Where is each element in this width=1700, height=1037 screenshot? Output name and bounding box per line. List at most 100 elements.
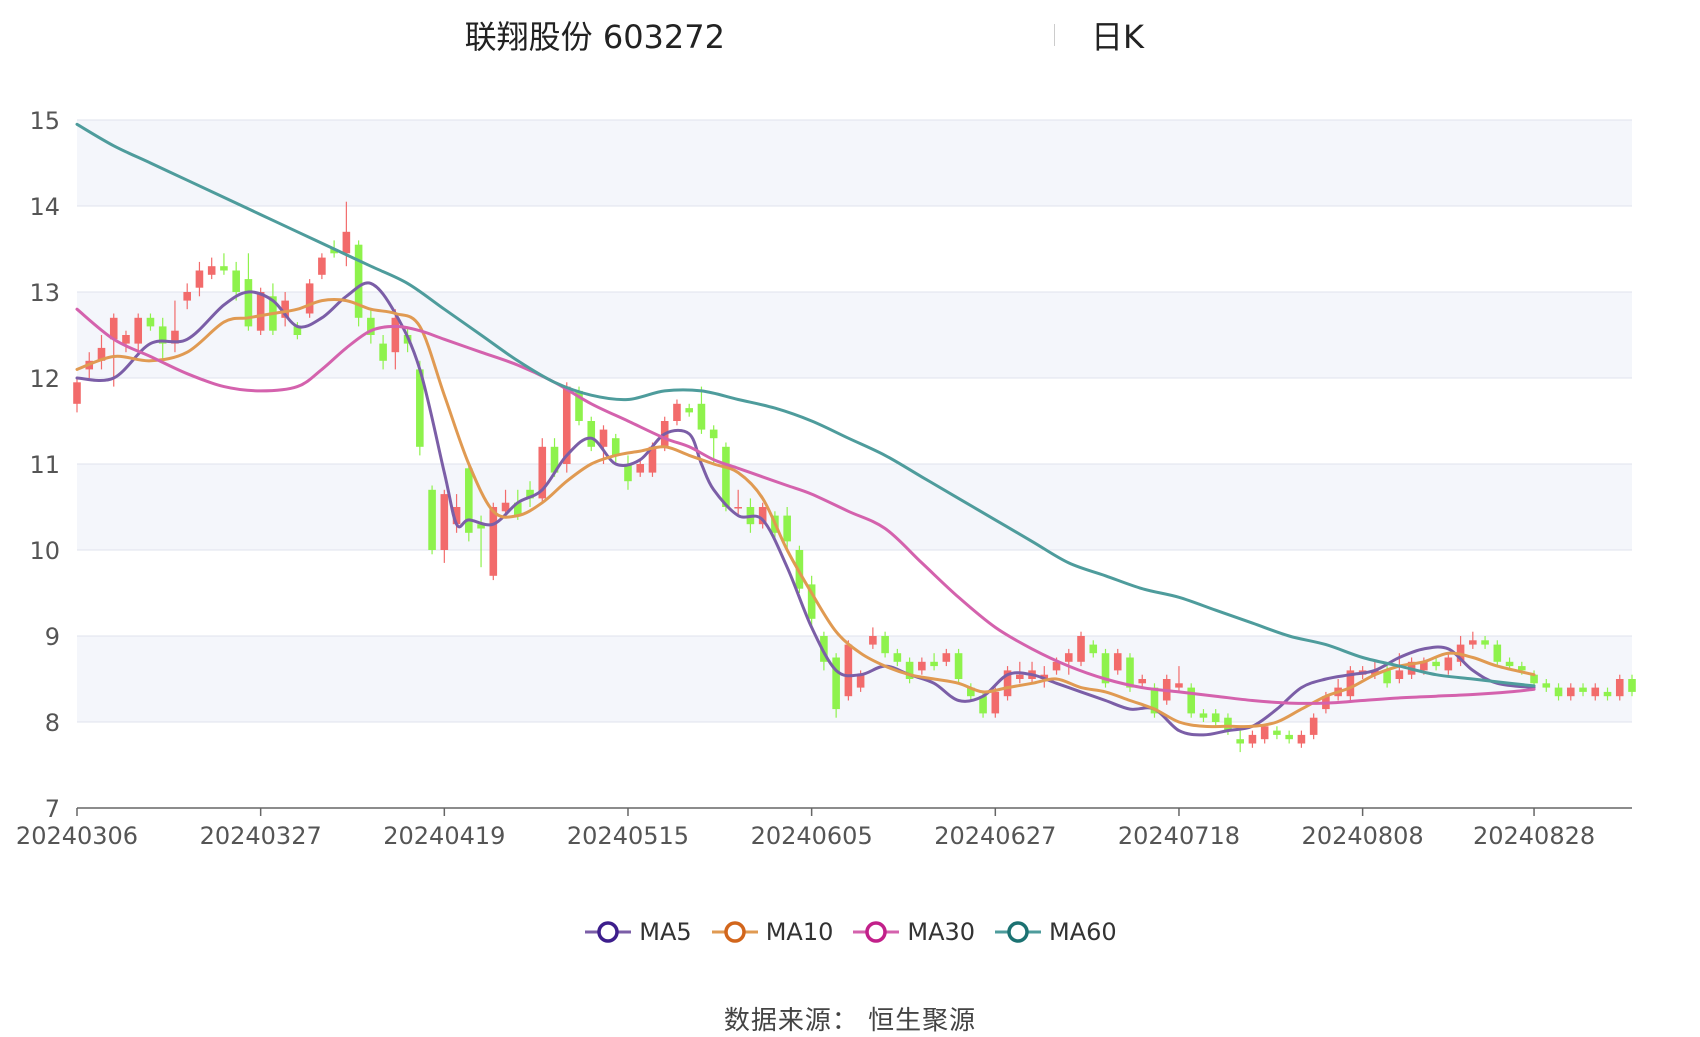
candle (1566, 683, 1575, 701)
candle (1579, 683, 1587, 697)
legend-item-ma10[interactable]: MA10 (710, 918, 833, 946)
candle (1285, 730, 1293, 744)
candle (1309, 713, 1318, 740)
candle (673, 399, 681, 426)
candle (685, 403, 694, 417)
candle-body (1420, 661, 1428, 671)
y-tick-label: 11 (29, 451, 60, 479)
candle (501, 489, 510, 516)
candle (1346, 666, 1355, 701)
candle (1211, 709, 1220, 727)
candle (281, 292, 289, 327)
candle-body (207, 266, 216, 275)
candle-body (673, 403, 681, 421)
candle-body (881, 636, 889, 654)
legend-label: MA5 (639, 918, 692, 946)
title-separator (1054, 24, 1055, 46)
chart-title-bar: 联翔股份 603272 日K (0, 12, 1700, 58)
candle (220, 253, 228, 275)
candle-body (367, 317, 375, 335)
candle (1615, 674, 1624, 701)
candle (1236, 730, 1244, 753)
candle (134, 313, 143, 353)
chart-legend: MA5 MA10 MA30 MA60 (0, 918, 1700, 951)
candle-body (1383, 670, 1391, 684)
chart-title: 联翔股份 603272 (464, 18, 725, 56)
candle-body (1224, 717, 1232, 731)
candlestick-chart: 7 8 9 10 11 12 13 14 15 20240306 20240327 20240419 2… (16, 107, 1636, 850)
candle-body (1236, 739, 1244, 744)
candle-body (611, 438, 620, 456)
legend-item-ma30[interactable]: MA30 (851, 918, 975, 946)
legend-label: MA30 (907, 918, 976, 946)
legend-item-ma5[interactable]: MA5 (583, 918, 692, 946)
candle-body (1371, 670, 1379, 675)
candle-body (1309, 717, 1318, 735)
candle (207, 257, 216, 280)
y-tick-label: 9 (45, 623, 60, 651)
candle-body (1040, 674, 1049, 679)
legend-item-ma60[interactable]: MA60 (993, 918, 1117, 946)
candle-body (465, 468, 473, 533)
candle-body (587, 421, 596, 447)
y-tick-label: 8 (45, 709, 60, 737)
candle-body (1089, 644, 1098, 654)
x-tick-label: 20240828 (1473, 822, 1595, 850)
candle (489, 502, 498, 581)
candle (109, 313, 118, 387)
candle-body (1542, 683, 1551, 688)
x-tick-label: 20240306 (16, 822, 138, 850)
candle (1273, 726, 1281, 740)
candle-body (440, 494, 449, 550)
candle-body (1248, 734, 1257, 744)
candle-body (562, 386, 571, 464)
candle-body (109, 317, 118, 340)
candle-body (734, 507, 742, 509)
candle (1175, 666, 1183, 692)
candle-body (1566, 687, 1575, 697)
candle-body (967, 687, 975, 697)
candle-body (856, 674, 865, 688)
candle (1113, 648, 1122, 675)
candle (1469, 631, 1477, 649)
candle (146, 313, 155, 331)
candle (1628, 674, 1636, 697)
candle-body (391, 317, 400, 353)
y-tick-label: 7 (45, 795, 60, 823)
candle-body (1101, 653, 1110, 684)
candle-body (354, 244, 363, 318)
candle (416, 360, 424, 456)
candle (1248, 730, 1257, 748)
candle (122, 330, 130, 353)
candle-body (1126, 657, 1134, 688)
candle-body (918, 661, 926, 671)
candle-body (1579, 687, 1587, 692)
candle-body (501, 502, 510, 512)
candle-body (575, 390, 583, 421)
candle (526, 481, 534, 507)
candle (734, 489, 742, 516)
series-line-ma30 (75, 307, 1536, 705)
candle-body (930, 661, 938, 667)
candle (869, 627, 877, 649)
candle (624, 455, 632, 490)
candle-body (1297, 734, 1306, 744)
x-tick-label: 20240718 (1118, 822, 1240, 850)
candle-body (1211, 713, 1220, 722)
grid-band (77, 120, 1632, 206)
candle-body (844, 644, 853, 697)
candle (232, 261, 240, 301)
candle-body (1628, 679, 1636, 692)
x-tick-label: 20240808 (1302, 822, 1424, 850)
candle-body (1469, 640, 1477, 645)
candle (1064, 648, 1073, 675)
candle (1003, 666, 1012, 701)
candle (1101, 648, 1110, 688)
candle (722, 442, 730, 512)
candle-body (722, 446, 730, 507)
legend-label: MA60 (1049, 918, 1117, 946)
candle-body (1505, 661, 1514, 667)
candle-body (807, 584, 816, 619)
candle-body (1603, 691, 1612, 697)
candle-body (1273, 730, 1281, 735)
